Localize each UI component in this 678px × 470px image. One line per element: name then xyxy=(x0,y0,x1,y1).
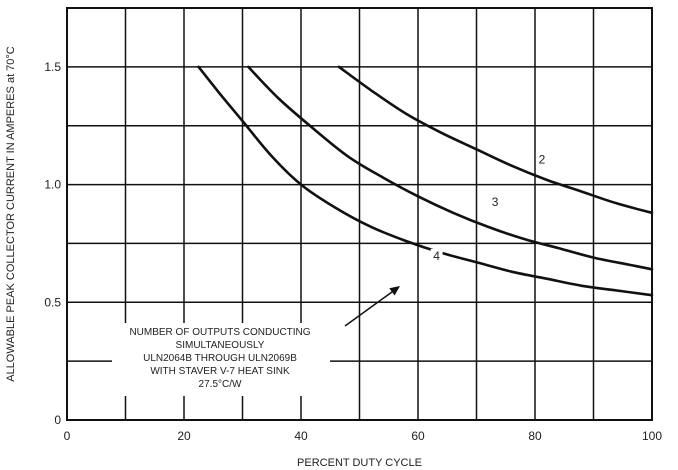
series-lines: 2 3 4 xyxy=(197,65,654,297)
x-axis-label: PERCENT DUTY CYCLE xyxy=(297,457,422,469)
series-line-4 xyxy=(197,65,654,297)
y-tick-label: 1.0 xyxy=(44,178,61,192)
annotation-arrow xyxy=(344,289,395,327)
y-tick-label: 0.5 xyxy=(44,295,61,309)
grid xyxy=(67,8,652,420)
annotation-line: SIMULTANEOUSLY xyxy=(176,340,265,351)
series-label-background xyxy=(489,194,502,209)
series-label-background xyxy=(430,248,443,263)
x-tick-label: 20 xyxy=(177,429,191,443)
annotation-background xyxy=(112,323,330,396)
annotation-arrow-head xyxy=(389,286,400,296)
annotation-line: WITH STAVER V-7 HEAT SINK xyxy=(150,366,290,377)
y-tick-label: 0 xyxy=(54,413,61,427)
annotation-box: NUMBER OF OUTPUTS CONDUCTING SIMULTANEOUS… xyxy=(112,323,330,396)
x-axis-ticks: 0 20 40 60 80 100 xyxy=(64,429,663,443)
series-label-3: 3 xyxy=(492,195,499,209)
y-axis-label: ALLOWABLE PEAK COLLECTOR CURRENT IN AMPE… xyxy=(5,46,17,382)
series-label-4: 4 xyxy=(433,249,440,263)
x-tick-label: 0 xyxy=(64,429,71,443)
y-axis-ticks: 0 0.5 1.0 1.5 xyxy=(44,60,61,427)
x-tick-label: 100 xyxy=(642,429,662,443)
y-tick-label: 1.5 xyxy=(44,60,61,74)
series-label-background xyxy=(535,152,548,167)
x-tick-label: 40 xyxy=(294,429,308,443)
x-tick-label: 60 xyxy=(411,429,425,443)
annotation-line: ULN2064B THROUGH ULN2069B xyxy=(143,353,297,364)
series-label-2: 2 xyxy=(539,152,546,166)
series-line-2 xyxy=(337,65,654,215)
annotation-line: NUMBER OF OUTPUTS CONDUCTING xyxy=(129,327,310,338)
annotation-line: 27.5°C/W xyxy=(199,379,242,390)
x-tick-label: 80 xyxy=(528,429,542,443)
series-line-3 xyxy=(247,65,654,271)
